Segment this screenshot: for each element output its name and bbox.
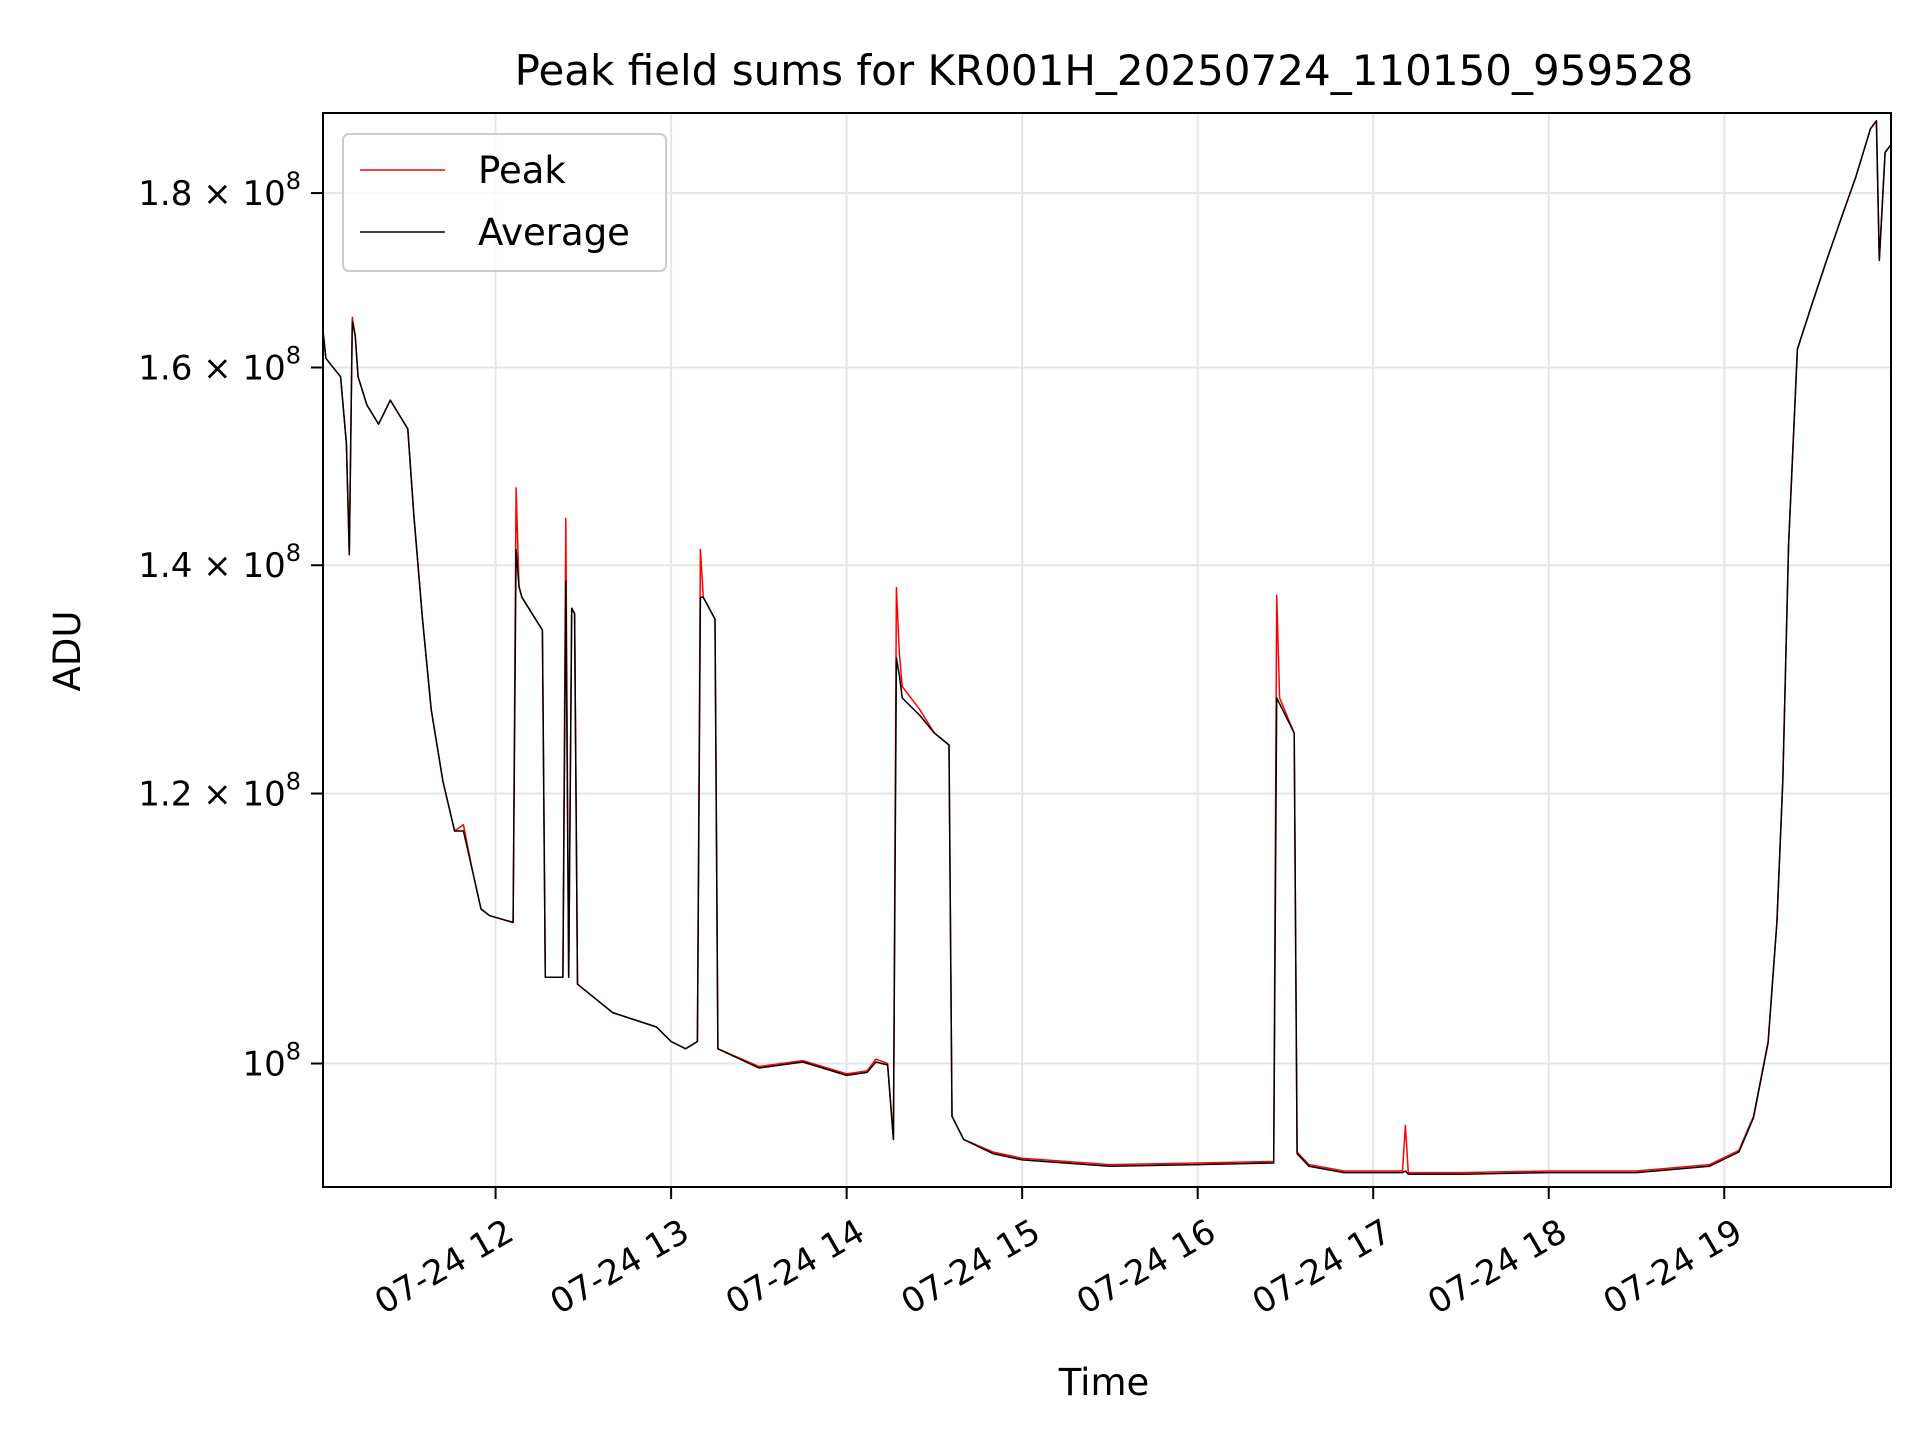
y-tick-label: 1.8 × 108 <box>138 167 301 214</box>
y-tick-label: 1.4 × 108 <box>138 539 301 586</box>
legend-label-average: Average <box>478 211 630 254</box>
series-layer <box>322 120 1892 1175</box>
chart-title: Peak field sums for KR001H_20250724_1101… <box>515 46 1694 95</box>
legend-box <box>342 133 667 272</box>
legend: Peak Average <box>342 133 667 272</box>
plot-frame <box>322 112 1892 1188</box>
legend-label-peak: Peak <box>478 149 566 192</box>
y-axis-label: ADU <box>46 611 89 692</box>
y-tick-label: 108 <box>242 1038 301 1085</box>
y-tick-label: 1.2 × 108 <box>138 768 301 815</box>
grid <box>323 113 1891 1187</box>
y-tick-label: 1.6 × 108 <box>138 341 301 388</box>
series-line-average <box>322 120 1892 1175</box>
x-axis-label: Time <box>1058 1361 1150 1404</box>
